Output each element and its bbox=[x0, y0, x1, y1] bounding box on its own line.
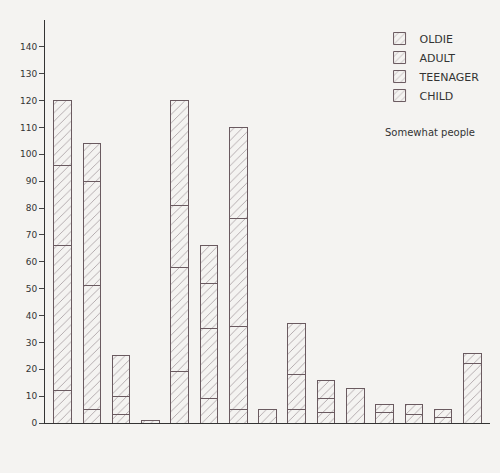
svg-text:50: 50 bbox=[26, 284, 38, 294]
svg-text:140: 140 bbox=[20, 42, 37, 52]
svg-text:CHILD: CHILD bbox=[420, 90, 454, 103]
svg-text:Somewhat people: Somewhat people bbox=[385, 127, 475, 138]
svg-text:OLDIE: OLDIE bbox=[420, 33, 454, 46]
svg-text:ADULT: ADULT bbox=[420, 52, 456, 65]
svg-text:0: 0 bbox=[31, 418, 37, 428]
svg-text:10: 10 bbox=[26, 391, 38, 401]
svg-text:20: 20 bbox=[26, 364, 38, 374]
svg-text:90: 90 bbox=[26, 176, 38, 186]
svg-text:40: 40 bbox=[26, 311, 38, 321]
svg-text:60: 60 bbox=[26, 257, 38, 267]
svg-text:80: 80 bbox=[26, 203, 38, 213]
svg-text:120: 120 bbox=[20, 96, 37, 106]
svg-text:70: 70 bbox=[26, 230, 38, 240]
svg-text:130: 130 bbox=[20, 69, 37, 79]
svg-text:30: 30 bbox=[26, 338, 38, 348]
svg-text:100: 100 bbox=[20, 149, 37, 159]
svg-text:TEENAGER: TEENAGER bbox=[419, 71, 480, 84]
svg-text:110: 110 bbox=[20, 123, 37, 133]
